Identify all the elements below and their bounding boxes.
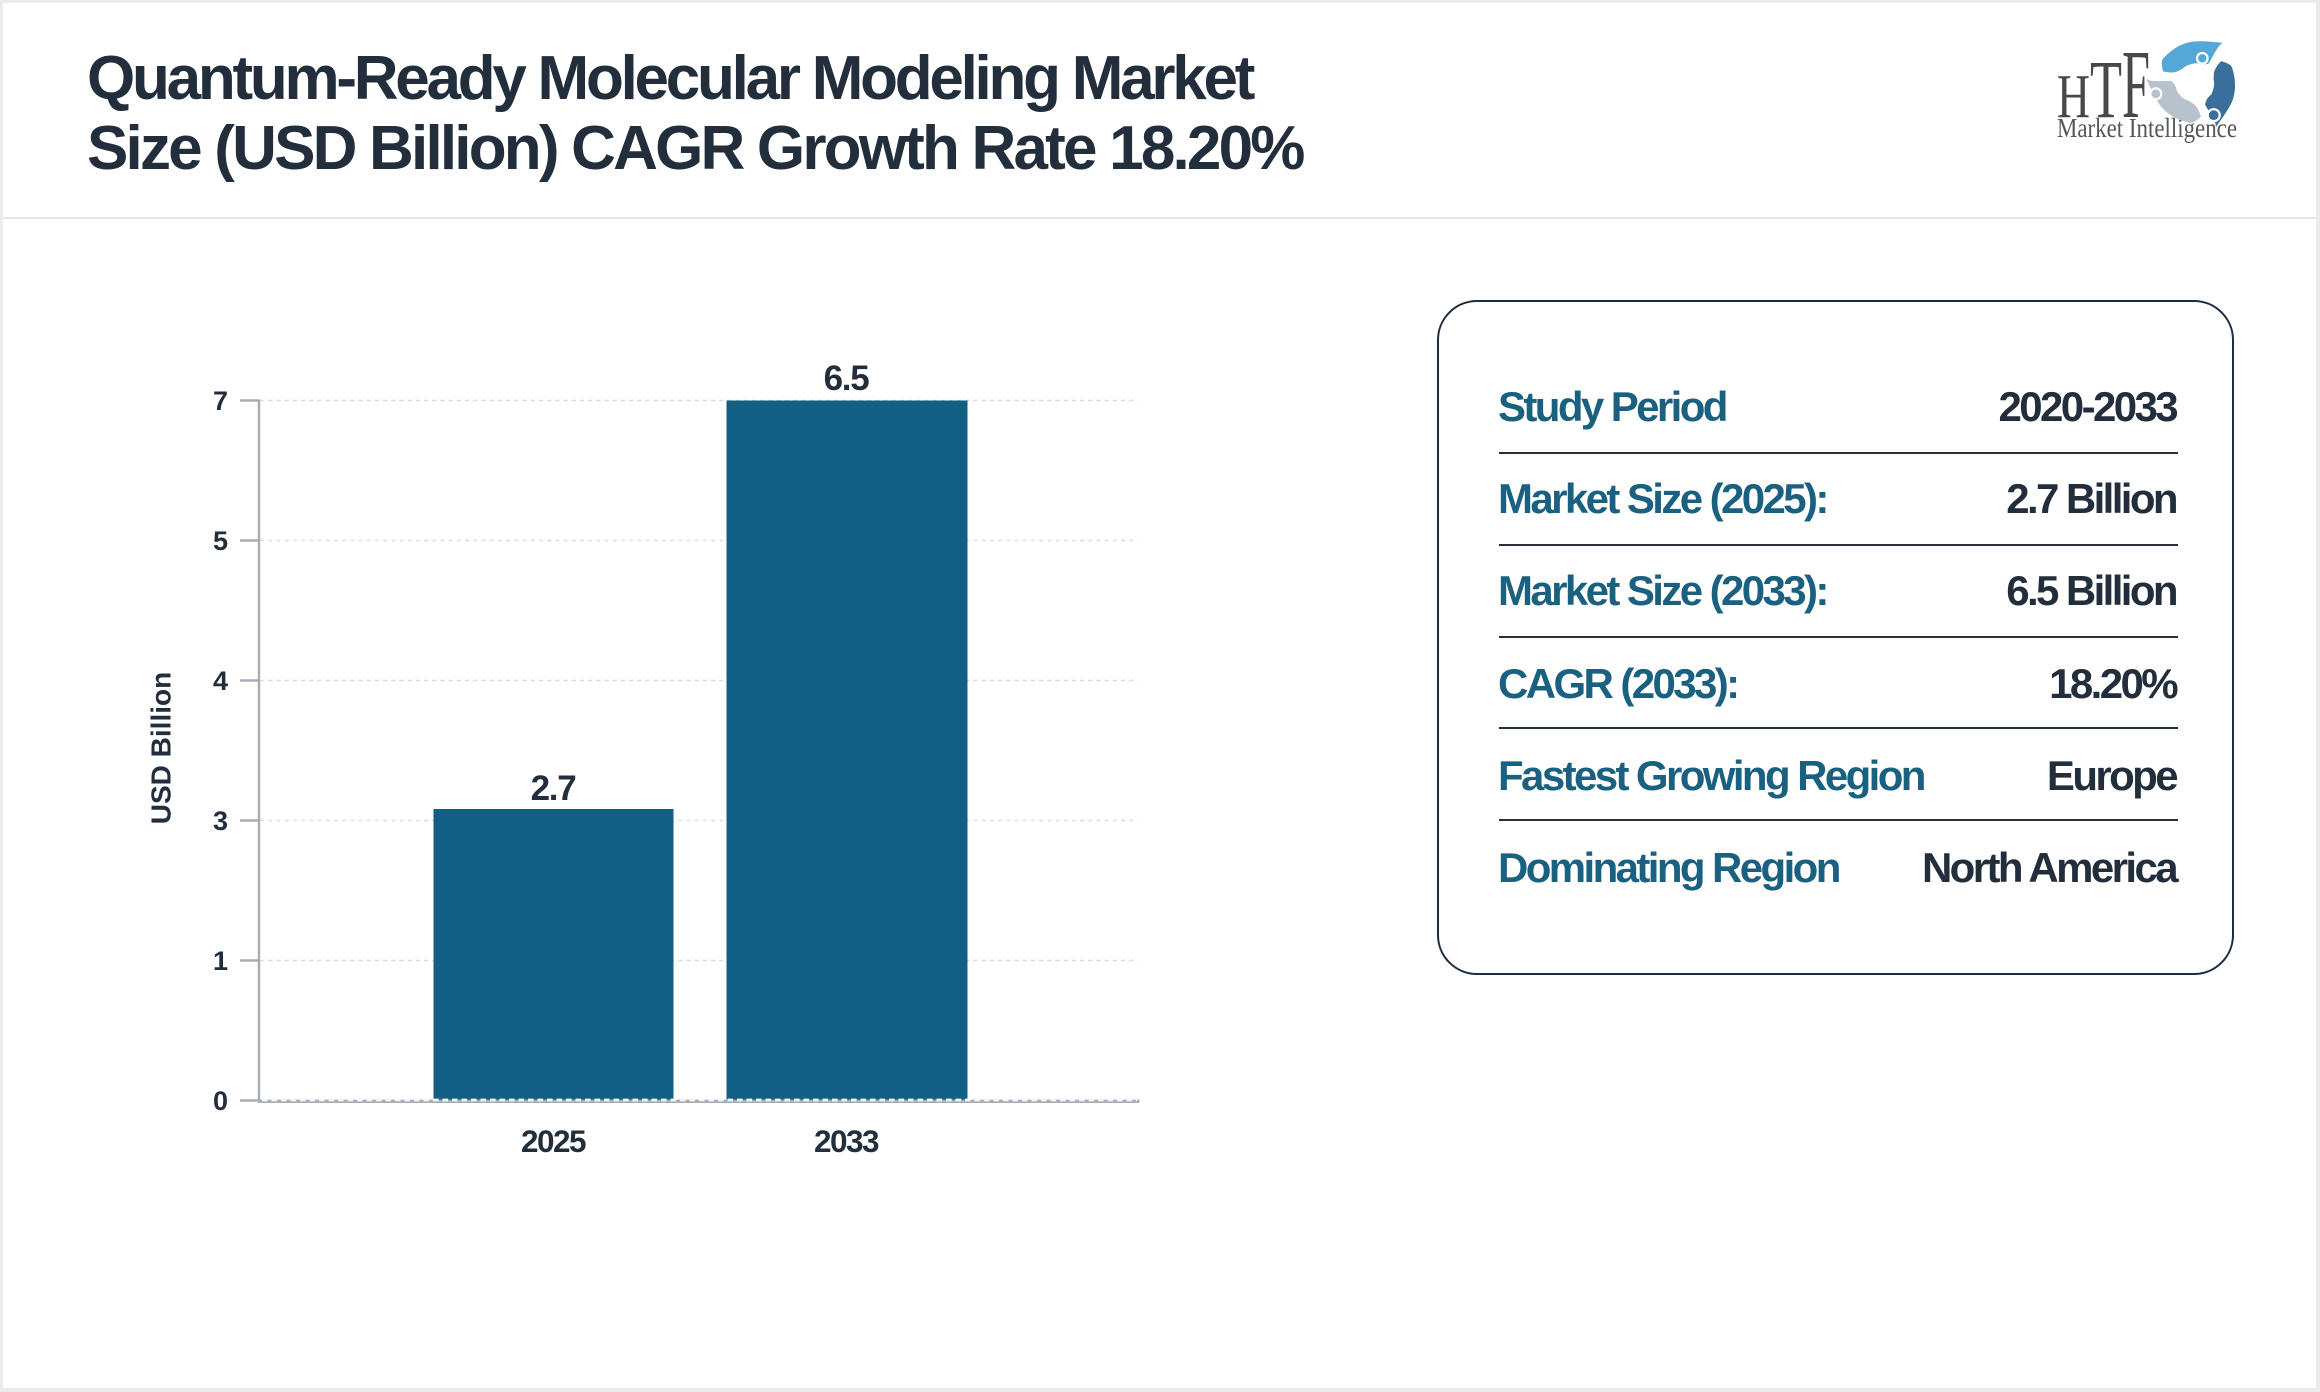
svg-text:Market Intelligence: Market Intelligence [2057,113,2237,143]
svg-text:5: 5 [213,526,228,556]
svg-text:1: 1 [213,946,228,976]
svg-text:T: T [2090,43,2122,135]
svg-text:0: 0 [213,1086,228,1116]
svg-text:4: 4 [213,666,228,696]
svg-text:H: H [2057,63,2090,131]
svg-text:3: 3 [213,806,228,836]
svg-text:7: 7 [213,386,228,416]
svg-text:6.5: 6.5 [824,359,870,398]
svg-text:2033: 2033 [814,1123,879,1159]
svg-text:2.7: 2.7 [531,769,576,808]
svg-text:2025: 2025 [521,1123,586,1159]
svg-text:USD Billion: USD Billion [146,672,177,824]
svg-text:F: F [2122,33,2150,138]
